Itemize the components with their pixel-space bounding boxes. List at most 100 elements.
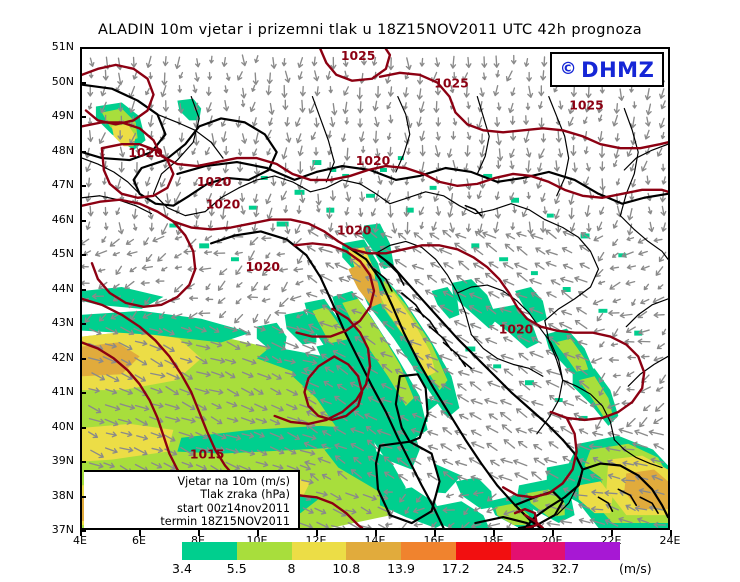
- wind-arrow: [381, 304, 393, 314]
- wind-arrow: [538, 101, 543, 110]
- wind-arrow: [512, 205, 517, 214]
- wind-arrow: [631, 298, 636, 307]
- wind-arrow: [469, 292, 483, 300]
- wind-arrow: [118, 341, 133, 351]
- wind-arrow: [221, 131, 228, 143]
- wind-arrow: [102, 206, 109, 216]
- wind-arrow: [394, 368, 406, 376]
- wind-arrow: [411, 412, 423, 419]
- wind-arrow: [509, 148, 515, 159]
- wind-arrow: [384, 471, 395, 479]
- wind-arrow: [626, 417, 636, 428]
- wind-arrow: [121, 372, 133, 381]
- wind-arrow: [221, 56, 228, 67]
- wind-arrow: [370, 208, 376, 217]
- wind-arrow: [373, 190, 380, 203]
- wind-arrow: [612, 252, 619, 258]
- wind-arrow: [331, 102, 338, 116]
- lon-tick-label: 24E: [659, 534, 681, 547]
- wind-arrow: [561, 289, 573, 300]
- wind-arrow: [431, 521, 437, 528]
- wind-arrow: [353, 456, 362, 465]
- wind-arrow: [208, 388, 224, 395]
- wind-arrow: [211, 431, 227, 440]
- wind-arrow: [274, 309, 287, 316]
- wind-arrow: [482, 231, 497, 239]
- wind-arrow: [485, 305, 497, 315]
- wind-arrow: [472, 262, 484, 270]
- wind-arrow: [642, 404, 651, 412]
- wind-arrow: [545, 260, 557, 267]
- wind-arrow: [251, 117, 258, 127]
- coastlines: [82, 83, 668, 528]
- wind-arrow: [332, 349, 346, 358]
- wind-arrow: [538, 85, 545, 97]
- wind-arrow: [240, 205, 246, 215]
- isobar-label: 1025: [341, 49, 376, 63]
- isobars: [82, 49, 668, 528]
- wind-arrow: [395, 308, 406, 315]
- wind-arrow: [615, 178, 621, 186]
- wind-arrow: [612, 238, 619, 247]
- wind-arrow: [618, 427, 633, 435]
- wind-arrow: [474, 230, 485, 239]
- wind-arrow: [327, 130, 332, 139]
- wind-arrow: [367, 396, 380, 404]
- wind-arrow: [240, 417, 256, 425]
- wind-arrow: [204, 147, 211, 156]
- wind-arrow: [89, 57, 95, 67]
- wind-arrow: [179, 357, 193, 364]
- wind-arrow: [195, 326, 207, 333]
- wind-arrow: [115, 207, 121, 216]
- wind-arrow: [87, 85, 94, 97]
- wind-arrow: [109, 238, 120, 247]
- wind-arrow: [445, 493, 454, 499]
- wind-arrow: [297, 71, 303, 80]
- wind-arrow: [126, 250, 138, 257]
- wind-arrow: [435, 131, 441, 141]
- wind-arrow: [359, 524, 372, 528]
- wind-arrow: [379, 397, 392, 403]
- wind-arrow: [328, 85, 333, 94]
- wind-arrow: [313, 117, 320, 128]
- wind-arrow: [149, 327, 164, 334]
- wind-arrow: [173, 191, 182, 204]
- wind-arrow: [410, 457, 422, 466]
- wind-arrow: [621, 477, 636, 484]
- wind-arrow: [397, 232, 407, 240]
- wind-arrow: [560, 276, 574, 283]
- wind-arrow: [503, 510, 515, 517]
- wind-arrow: [195, 344, 211, 351]
- wind-arrow: [439, 304, 454, 313]
- wind-arrow: [281, 281, 288, 293]
- wind-arrow: [276, 251, 285, 257]
- wind-arrow: [87, 130, 94, 143]
- wind-arrow: [319, 320, 334, 328]
- wind-arrow: [349, 258, 361, 268]
- wind-arrow: [224, 371, 236, 379]
- wind-arrow: [328, 222, 334, 233]
- wind-arrow: [385, 522, 393, 527]
- wind-arrow: [240, 87, 247, 99]
- wind-arrow: [638, 488, 651, 494]
- wind-arrow: [324, 366, 334, 373]
- wind-arrow: [151, 462, 163, 469]
- wind-arrow: [211, 402, 222, 410]
- wind-arrow: [188, 312, 198, 319]
- wind-arrow: [358, 223, 365, 235]
- wind-arrow: [598, 114, 603, 122]
- wind-arrow: [350, 469, 363, 479]
- wind-arrow: [253, 387, 264, 395]
- wind-arrow: [534, 262, 545, 270]
- wind-arrow: [418, 101, 425, 114]
- wind-arrow: [399, 335, 410, 344]
- wind-arrow: [499, 411, 512, 422]
- wind-arrow: [104, 447, 118, 454]
- wind-arrow: [248, 250, 255, 262]
- wind-arrow: [625, 280, 636, 286]
- colorbar-band: [236, 542, 292, 560]
- wind-arrow: [658, 117, 665, 129]
- wind-arrow: [195, 431, 209, 440]
- wind-arrow: [405, 57, 412, 70]
- wind-arrow: [171, 313, 183, 320]
